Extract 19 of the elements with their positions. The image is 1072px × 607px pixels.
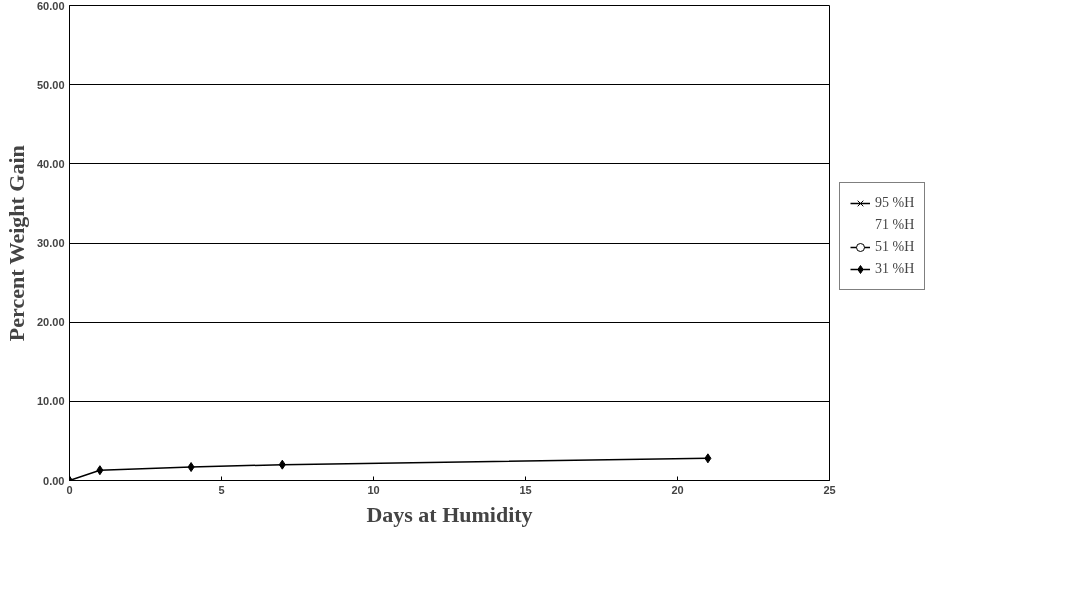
legend-label: 51 %H [875, 239, 915, 255]
x-tick-label: 20 [671, 483, 684, 496]
legend-label: 95 %H [875, 195, 915, 211]
y-tick-label: 40.00 [36, 157, 65, 170]
y-tick-label: 60.00 [36, 0, 65, 12]
x-axis-title: Days at Humidity [366, 501, 533, 527]
x-tick-label: 0 [66, 483, 73, 496]
y-tick-label: 30.00 [36, 237, 65, 249]
x-tick-label: 15 [519, 483, 532, 496]
y-tick-label: 20.00 [36, 316, 65, 329]
text: 71 %H [875, 217, 915, 233]
x-tick-label: 10 [367, 483, 380, 496]
x-tick-label: 5 [218, 483, 225, 496]
y-tick-label: 50.00 [36, 78, 65, 91]
y-tick-label: 0.00 [43, 474, 65, 487]
legend-label: 31 %H [875, 261, 915, 277]
y-axis-title: Percent Weight Gain [3, 145, 29, 342]
y-tick-label: 10.00 [36, 395, 65, 408]
x-tick-label: 25 [823, 483, 836, 496]
